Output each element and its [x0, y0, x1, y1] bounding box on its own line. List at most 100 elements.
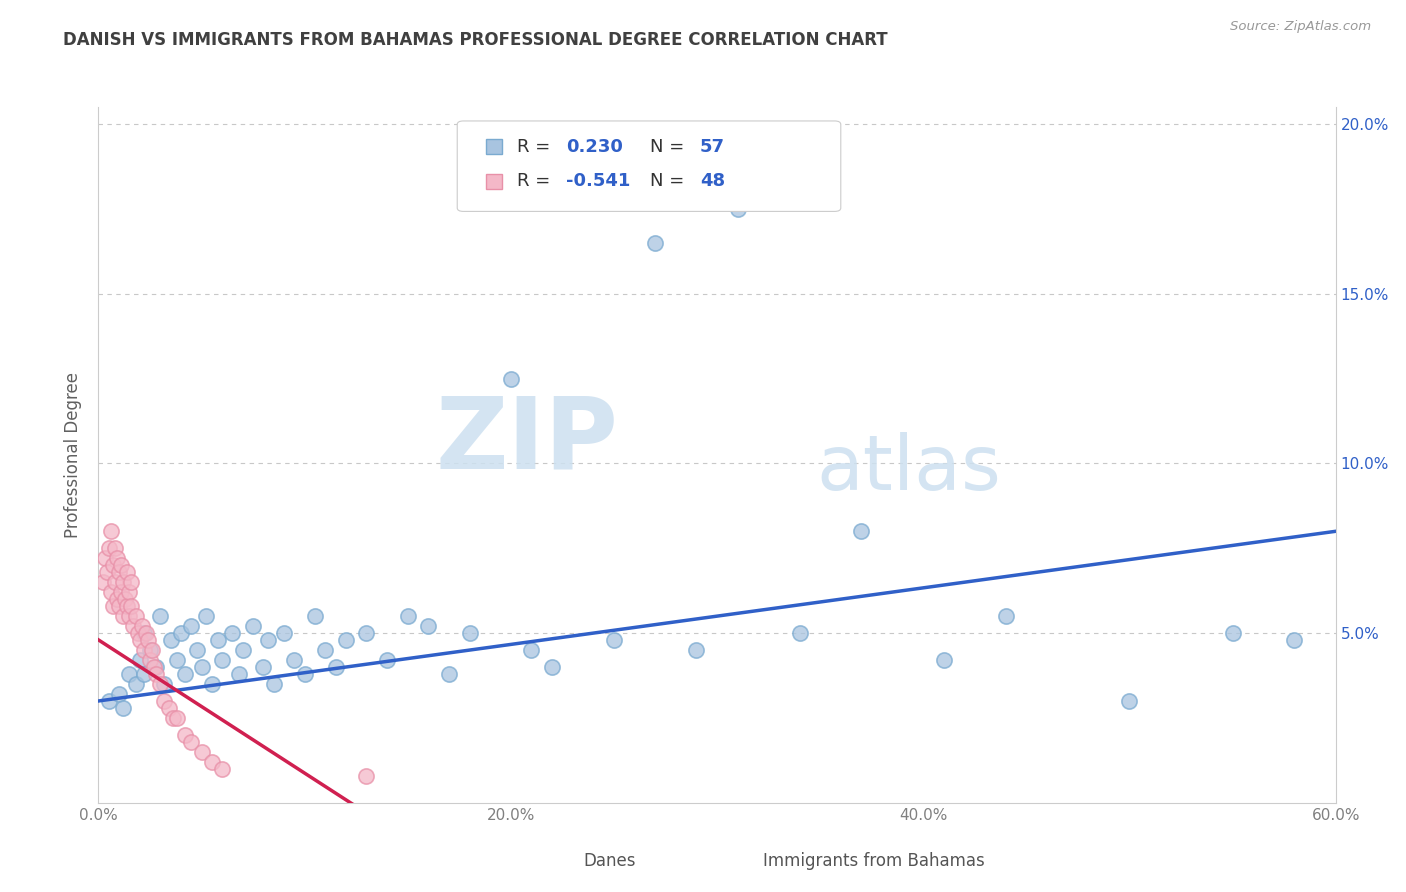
FancyBboxPatch shape [485, 174, 502, 189]
Point [93, 551, 115, 566]
Point [232, 643, 254, 657]
Point [335, 632, 357, 647]
Point [180, 619, 202, 633]
Point [166, 653, 188, 667]
Point [180, 735, 202, 749]
Point [118, 609, 141, 624]
Y-axis label: Professional Degree: Professional Degree [65, 372, 83, 538]
Point [520, 643, 543, 657]
Point [644, 235, 666, 250]
Text: R =: R = [517, 137, 555, 156]
Point [112, 700, 135, 714]
Point [294, 666, 316, 681]
Point [190, 745, 212, 759]
Point [128, 632, 150, 647]
Point [263, 677, 285, 691]
Point [128, 653, 150, 667]
Point [304, 609, 326, 624]
Point [356, 769, 378, 783]
Text: ZIP: ZIP [436, 392, 619, 490]
Point [127, 626, 149, 640]
Point [149, 677, 172, 691]
Point [458, 626, 481, 640]
Point [932, 653, 955, 667]
Point [851, 524, 873, 539]
Point [1118, 694, 1140, 708]
Point [104, 541, 127, 556]
Point [145, 660, 167, 674]
Point [252, 660, 274, 674]
Point [105, 592, 128, 607]
Point [100, 524, 122, 539]
Point [166, 711, 188, 725]
Point [356, 626, 378, 640]
Point [194, 609, 217, 624]
Point [437, 666, 460, 681]
Point [1222, 626, 1244, 640]
Point [159, 632, 181, 647]
Point [153, 694, 176, 708]
Point [108, 599, 131, 613]
Point [201, 677, 224, 691]
Point [110, 585, 132, 599]
Point [91, 575, 114, 590]
Point [120, 599, 142, 613]
Point [100, 585, 122, 599]
Point [117, 599, 139, 613]
Point [112, 609, 135, 624]
Point [273, 626, 295, 640]
Point [97, 541, 120, 556]
Point [211, 762, 233, 776]
Point [114, 592, 136, 607]
Point [174, 728, 197, 742]
Point [149, 609, 172, 624]
Point [105, 551, 128, 566]
Point [190, 660, 212, 674]
Point [228, 666, 250, 681]
Point [97, 694, 120, 708]
Text: 0.230: 0.230 [567, 137, 623, 156]
Point [112, 575, 135, 590]
Point [186, 643, 208, 657]
Point [541, 660, 564, 674]
Point [325, 660, 347, 674]
Text: Source: ZipAtlas.com: Source: ZipAtlas.com [1230, 20, 1371, 33]
Point [242, 619, 264, 633]
Point [283, 653, 305, 667]
Point [101, 599, 124, 613]
Point [603, 632, 626, 647]
Text: 48: 48 [700, 172, 725, 191]
Point [104, 575, 127, 590]
Point [117, 565, 139, 579]
Point [207, 632, 229, 647]
Point [162, 711, 184, 725]
Point [157, 700, 180, 714]
Point [256, 632, 278, 647]
Text: 57: 57 [700, 137, 725, 156]
Point [1284, 632, 1306, 647]
Point [170, 626, 193, 640]
Point [396, 609, 419, 624]
Point [221, 626, 243, 640]
Point [120, 575, 142, 590]
Point [124, 609, 146, 624]
Point [994, 609, 1017, 624]
Text: R =: R = [517, 172, 555, 191]
Text: Danes: Danes [583, 852, 636, 870]
Point [118, 666, 141, 681]
Point [124, 677, 146, 691]
Point [108, 565, 131, 579]
FancyBboxPatch shape [485, 139, 502, 154]
Point [143, 660, 166, 674]
Point [131, 619, 153, 633]
Point [685, 643, 707, 657]
Text: -0.541: -0.541 [567, 172, 631, 191]
Point [145, 666, 167, 681]
Point [118, 585, 141, 599]
Point [174, 666, 197, 681]
Point [132, 643, 155, 657]
FancyBboxPatch shape [457, 121, 841, 211]
Text: atlas: atlas [815, 432, 1001, 506]
Point [132, 666, 155, 681]
Point [789, 626, 811, 640]
